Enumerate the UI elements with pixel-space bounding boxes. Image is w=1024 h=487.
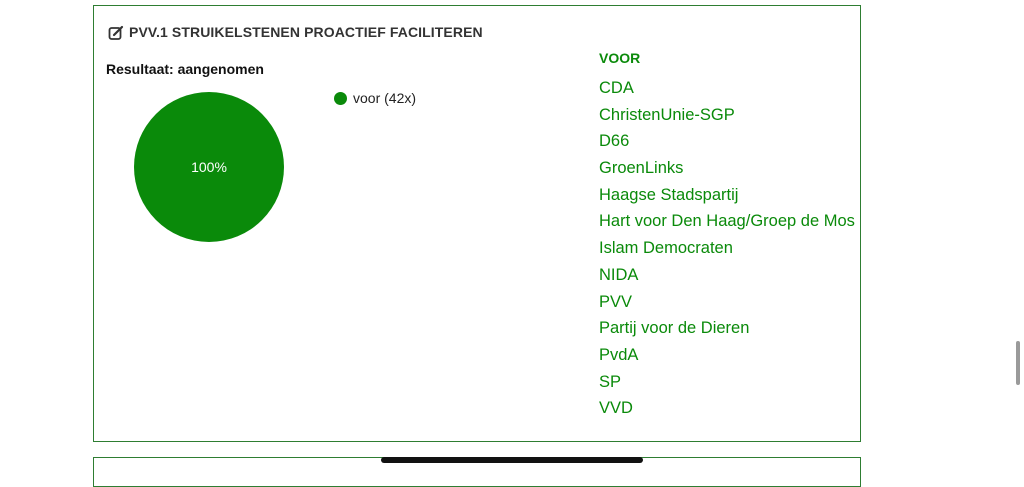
party-item[interactable]: Islam Democraten — [599, 239, 733, 258]
legend-label: voor (42x) — [353, 90, 417, 106]
party-item[interactable]: SP — [599, 372, 622, 391]
party-item[interactable]: PVV — [599, 292, 633, 311]
party-item[interactable]: Hart voor Den Haag/Groep de Mos — [599, 212, 855, 231]
result-label: Resultaat: aangenomen — [106, 61, 264, 77]
chart-legend-item: voor (42x) — [334, 90, 416, 106]
motion-card: PVV.1 STRUIKELSTENEN PROACTIEF FACILITER… — [93, 5, 861, 442]
pie-slice-voor[interactable] — [134, 92, 284, 242]
scrollbar-thumb[interactable] — [1016, 341, 1020, 385]
edit-icon[interactable] — [108, 25, 124, 41]
motion-header: PVV.1 STRUIKELSTENEN PROACTIEF FACILITER… — [108, 22, 483, 41]
party-item[interactable]: NIDA — [599, 265, 639, 284]
party-item[interactable]: ChristenUnie-SGP — [599, 105, 735, 124]
vote-pie-chart: 100% — [134, 92, 284, 242]
home-indicator[interactable] — [381, 457, 643, 463]
motion-title: PVV.1 STRUIKELSTENEN PROACTIEF FACILITER… — [129, 23, 483, 40]
vote-column-voor: VOOR CDA ChristenUnie-SGP D66 GroenLinks… — [599, 50, 855, 422]
party-item[interactable]: PvdA — [599, 345, 639, 364]
party-item[interactable]: GroenLinks — [599, 159, 684, 178]
party-item[interactable]: VVD — [599, 399, 633, 418]
pie-slice-label: 100% — [191, 159, 227, 175]
party-list: CDA ChristenUnie-SGP D66 GroenLinks Haag… — [599, 75, 855, 422]
party-item[interactable]: Partij voor de Dieren — [599, 319, 750, 338]
vote-column-heading: VOOR — [599, 50, 641, 66]
party-item[interactable]: CDA — [599, 79, 634, 97]
party-item[interactable]: D66 — [599, 132, 630, 151]
legend-swatch — [334, 91, 347, 105]
party-item[interactable]: Haagse Stadspartij — [599, 185, 739, 204]
